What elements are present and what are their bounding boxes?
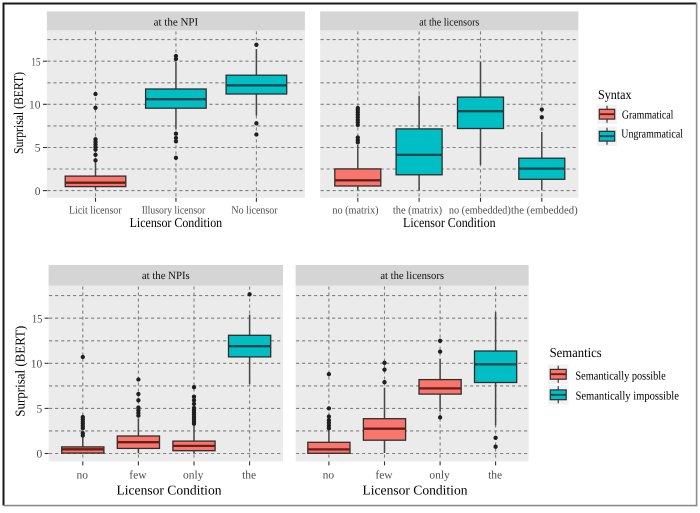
svg-text:15: 15: [31, 56, 41, 68]
svg-text:Licensor Condition: Licensor Condition: [117, 482, 222, 497]
svg-text:Syntax: Syntax: [598, 87, 632, 102]
svg-text:Surprisal (BERT): Surprisal (BERT): [11, 72, 26, 154]
svg-text:the (embedded): the (embedded): [511, 204, 578, 216]
svg-text:at the NPIs: at the NPIs: [142, 270, 190, 282]
svg-text:few: few: [375, 469, 393, 481]
svg-text:Grammatical: Grammatical: [622, 108, 674, 122]
svg-text:Ungrammatical: Ungrammatical: [621, 127, 683, 141]
svg-text:at the licensors: at the licensors: [380, 270, 444, 282]
svg-text:only: only: [183, 469, 204, 481]
svg-text:Semantics: Semantics: [550, 345, 602, 360]
svg-text:5: 5: [37, 404, 43, 416]
svg-text:0: 0: [35, 186, 41, 198]
svg-text:no: no: [77, 469, 89, 481]
svg-text:10: 10: [29, 100, 41, 112]
svg-text:the (matrix): the (matrix): [393, 204, 443, 216]
svg-text:few: few: [129, 469, 147, 481]
svg-text:at the NPI: at the NPI: [154, 17, 199, 29]
svg-text:only: only: [429, 469, 450, 481]
svg-text:Semantically possible: Semantically possible: [575, 368, 665, 382]
svg-text:Licensor Condition: Licensor Condition: [130, 215, 223, 230]
svg-text:5: 5: [35, 143, 41, 155]
svg-text:0: 0: [37, 449, 43, 461]
svg-text:15: 15: [32, 313, 43, 325]
svg-text:Licit licensor: Licit licensor: [69, 204, 122, 216]
svg-text:No licensor: No licensor: [231, 204, 278, 216]
svg-text:Surprisal (BERT): Surprisal (BERT): [13, 326, 28, 417]
svg-text:Semantically impossible: Semantically impossible: [576, 388, 679, 402]
svg-text:Licensor Condition: Licensor Condition: [363, 482, 468, 497]
svg-text:no (embedded): no (embedded): [449, 204, 511, 216]
svg-text:the: the: [242, 469, 256, 481]
svg-text:at the licensors: at the licensors: [419, 17, 479, 29]
svg-text:no: no: [323, 469, 335, 481]
svg-text:the: the: [488, 469, 502, 481]
svg-text:no (matrix): no (matrix): [332, 204, 379, 216]
svg-text:Illusory licensor: Illusory licensor: [142, 204, 206, 216]
svg-text:Licensor Condition: Licensor Condition: [403, 215, 496, 230]
svg-text:10: 10: [31, 359, 43, 371]
